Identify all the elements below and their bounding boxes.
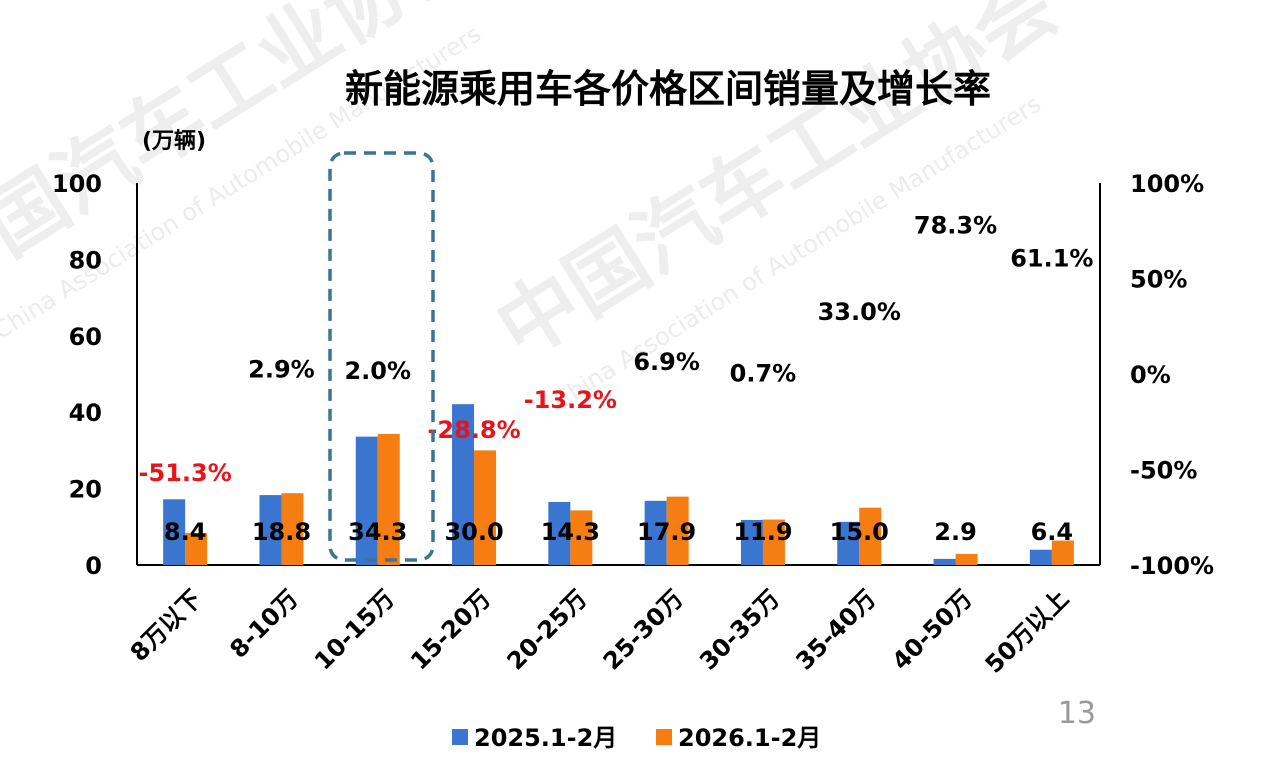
legend-label-2025: 2025.1-2月 [474, 724, 617, 752]
y2-tick-label: -50% [1130, 457, 1197, 485]
bar-2026-2 [377, 433, 400, 565]
growth-rate-label: 2.9% [248, 355, 315, 383]
chart-title: 新能源乘用车各价格区间销量及增长率 [345, 67, 991, 111]
category-label: 15-20万 [405, 584, 496, 675]
y-tick-label: 0 [85, 552, 102, 580]
category-label: 8-10万 [224, 584, 303, 663]
y2-tick-label: 100% [1130, 170, 1204, 198]
bar-series [163, 404, 1074, 565]
value-label: 11.9 [733, 518, 792, 546]
value-label: 30.0 [444, 518, 503, 546]
page-number: 13 [1058, 696, 1096, 731]
growth-rate-label: 6.9% [633, 348, 700, 376]
bar-2026-1 [281, 493, 304, 565]
category-label: 25-30万 [598, 584, 689, 675]
value-label: 2.9 [934, 518, 977, 546]
y-axis-unit-label: (万辆) [142, 128, 206, 154]
y2-tick-label: -100% [1130, 552, 1214, 580]
highlight-box [328, 151, 435, 562]
category-label: 8万以下 [125, 584, 208, 667]
value-label: 34.3 [348, 518, 407, 546]
bar-2026-4 [570, 510, 593, 565]
bar-2025-0 [163, 499, 186, 565]
bar-2026-9 [1051, 540, 1074, 565]
growth-rate-label: 2.0% [344, 357, 411, 385]
category-label: 50万以上 [980, 584, 1074, 678]
y-tick-label: 100 [52, 170, 102, 198]
legend-label-2026: 2026.1-2月 [678, 724, 821, 752]
value-label: 8.4 [164, 518, 207, 546]
bar-2025-3 [452, 404, 475, 565]
y-axis-ticks-right: -100% -50% 0% 50% 100% [1130, 170, 1214, 580]
value-label: 17.9 [637, 518, 696, 546]
value-labels: 8.4 18.8 34.3 30.0 14.3 17.9 11.9 15.0 2.9 6.4 [164, 518, 1073, 546]
y2-tick-label: 50% [1130, 266, 1187, 294]
bar-2026-5 [666, 496, 689, 565]
category-label: 10-15万 [309, 584, 400, 675]
growth-rate-label: -13.2% [524, 386, 617, 414]
bar-2026-8 [955, 553, 978, 565]
category-label: 30-35万 [694, 584, 785, 675]
value-label: 18.8 [252, 518, 311, 546]
y-tick-label: 20 [69, 476, 102, 504]
growth-rate-label: 61.1% [1010, 244, 1093, 272]
bar-2025-8 [933, 558, 956, 565]
growth-rate-label: -51.3% [139, 459, 232, 487]
watermark-text-right: 中国汽车工业协会 [481, 0, 1073, 376]
category-label: 40-50万 [887, 584, 978, 675]
bar-2025-5 [644, 500, 667, 565]
bar-2026-3 [474, 450, 497, 565]
y2-tick-label: 0% [1130, 361, 1171, 389]
growth-rate-label: 33.0% [818, 298, 901, 326]
bar-2026-0 [185, 532, 208, 565]
growth-rate-label: 78.3% [914, 211, 997, 239]
legend-swatch-2025 [452, 729, 468, 745]
value-label: 6.4 [1031, 518, 1074, 546]
value-label: 14.3 [541, 518, 600, 546]
bar-2025-7 [837, 521, 860, 565]
y-tick-label: 60 [69, 323, 102, 351]
category-label: 20-25万 [502, 584, 593, 675]
category-label: 35-40万 [790, 584, 881, 675]
bar-2025-9 [1029, 549, 1052, 565]
growth-rate-labels: -51.3% 2.9% 2.0% -28.8%-13.2% 6.9% 0.7% 33.0% 7… [139, 211, 1094, 487]
legend: 2025.1-2月 2026.1-2月 [452, 724, 821, 752]
bar-2025-2 [355, 436, 378, 565]
bar-2025-4 [548, 501, 571, 565]
bar-2026-7 [859, 507, 882, 565]
value-label: 15.0 [830, 518, 889, 546]
y-axis-ticks-left: 0 20 40 60 80 100 [52, 170, 102, 580]
bar-2025-6 [740, 519, 763, 565]
growth-rate-label: -28.8% [427, 416, 520, 444]
y-tick-label: 80 [69, 246, 102, 274]
y-tick-label: 40 [69, 399, 102, 427]
legend-swatch-2026 [656, 729, 672, 745]
watermark: 中国汽车工业协会 China Association of Automobile… [0, 0, 1073, 415]
category-labels: 8万以下 8-10万 10-15万 15-20万 20-25万 25-30万 30-35万 3… [125, 584, 1074, 678]
growth-rate-label: 0.7% [730, 360, 797, 388]
bar-2026-6 [762, 519, 785, 565]
bar-2025-1 [259, 495, 282, 565]
